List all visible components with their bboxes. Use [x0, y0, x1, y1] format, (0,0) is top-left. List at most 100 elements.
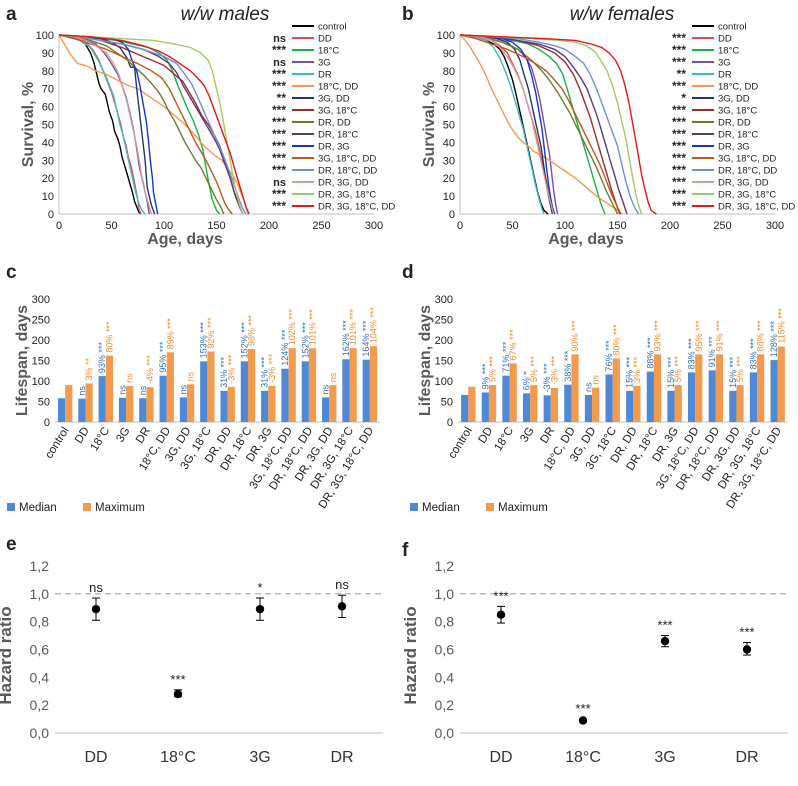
survival-curve [58, 34, 142, 215]
y-axis-title: Lifespan, days [14, 305, 31, 416]
hazard-point [255, 604, 265, 614]
legend-label: DR, 3G [718, 142, 750, 153]
legend-label: DR, 3G [318, 142, 350, 153]
maximum-bar [146, 387, 154, 422]
significance-label: ns [335, 577, 349, 592]
maximum-bar [207, 351, 215, 422]
legend-significance: *** [672, 103, 686, 117]
survival-curve [459, 34, 555, 215]
median-significance-label: 153% *** [199, 322, 209, 359]
survival-curve [459, 34, 622, 215]
x-tick-label: 50 [105, 220, 117, 232]
survival-curve [459, 34, 657, 215]
x-axis-title: Age, days [548, 231, 624, 248]
legend-significance: *** [672, 55, 686, 69]
y-tick-label: 0 [449, 209, 455, 221]
y-tick-label: 0,6 [435, 642, 455, 658]
x-tick-label: DD [73, 425, 92, 445]
maximum-bar [530, 385, 538, 422]
y-tick-label: 50 [443, 120, 455, 132]
y-tick-label: 0 [48, 209, 54, 221]
survival-curve [58, 34, 221, 215]
maximum-significance-label: 89% *** [165, 318, 175, 350]
y-tick-label: 30 [42, 155, 54, 167]
survival-curve [459, 34, 621, 215]
maximum-significance-label: 5% *** [488, 356, 498, 383]
median-bar [667, 390, 675, 422]
legend-label: DR, 18°C, DD [318, 166, 377, 177]
median-bar [687, 372, 696, 422]
maximum-bar [85, 383, 93, 422]
median-bar [564, 384, 572, 422]
maximum-bar [126, 385, 134, 422]
maximum-bar [247, 349, 256, 422]
survival-curve [58, 34, 244, 215]
median-bar [543, 395, 551, 422]
maximum-significance-label: 3% *** [632, 356, 642, 383]
survival-curve [58, 34, 153, 215]
maximum-significance-label: 67% *** [508, 329, 518, 361]
legend-swatch-maximum [486, 503, 494, 511]
median-significance-label: 38% *** [563, 350, 573, 382]
legend-significance: *** [672, 199, 686, 213]
maximum-bar [329, 385, 337, 422]
legend-significance: ** [277, 91, 287, 105]
panel-letter-c: c [6, 262, 17, 283]
hazard-point [91, 604, 101, 614]
maximum-bar [468, 386, 476, 422]
maximum-bar [227, 386, 235, 422]
median-bar [301, 361, 309, 422]
legend-label: control [318, 22, 347, 33]
median-significance-label: 71% *** [501, 341, 511, 373]
significance-label: *** [493, 588, 508, 603]
maximum-significance-label: -3% *** [267, 353, 277, 383]
median-bar [98, 376, 106, 422]
legend-significance: *** [272, 115, 286, 129]
maximum-bar [674, 385, 682, 422]
median-bar [770, 360, 778, 422]
maximum-bar [695, 354, 703, 422]
median-bar [605, 374, 613, 422]
survival-curve [459, 34, 549, 215]
survival-curve [58, 34, 249, 215]
y-tick-label: 250 [435, 315, 453, 327]
maximum-bar [571, 354, 579, 422]
maximum-significance-label: 95% *** [694, 320, 704, 352]
maximum-significance-label: ns [328, 372, 338, 382]
y-tick-label: 200 [435, 335, 453, 347]
median-bar [461, 394, 469, 422]
x-tick-label: 18°C [492, 425, 516, 453]
legend-swatch-median [7, 503, 15, 511]
median-significance-label: ns [583, 382, 593, 392]
legend-significance: *** [672, 31, 686, 45]
y-tick-label: 0,6 [30, 642, 50, 658]
y-tick-label: 300 [435, 294, 453, 306]
legend-label: 3G, 18°C [718, 106, 757, 117]
panel-letter-e: e [6, 534, 17, 555]
y-axis-title: Lifespan, days [417, 305, 434, 416]
maximum-significance-label: 92% *** [206, 317, 216, 349]
legend-label: 18°C, DD [318, 82, 358, 93]
y-axis-title: Hazard ratio [0, 606, 15, 704]
legend-label: 18°C [718, 46, 739, 57]
median-significance-label: 31% *** [260, 356, 270, 388]
survival-curve [459, 34, 643, 215]
legend-significance: *** [672, 79, 686, 93]
median-significance-label: 15% *** [728, 356, 738, 388]
y-tick-label: 100 [435, 376, 453, 388]
hazard-point [742, 645, 752, 654]
y-tick-label: 40 [443, 137, 455, 149]
maximum-bar [736, 385, 744, 422]
maximum-bar [268, 385, 276, 422]
maximum-bar [757, 354, 765, 422]
hazard-point [173, 689, 183, 699]
y-tick-label: 90 [443, 48, 455, 60]
x-axis-title: Age, days [147, 231, 223, 248]
y-tick-label: 1,0 [30, 586, 50, 602]
median-significance-label: ns [117, 385, 127, 395]
maximum-bar [369, 346, 378, 422]
legend-significance: *** [272, 79, 286, 93]
median-significance-label: 93% *** [97, 342, 107, 374]
x-tick-label: 0 [457, 220, 463, 232]
